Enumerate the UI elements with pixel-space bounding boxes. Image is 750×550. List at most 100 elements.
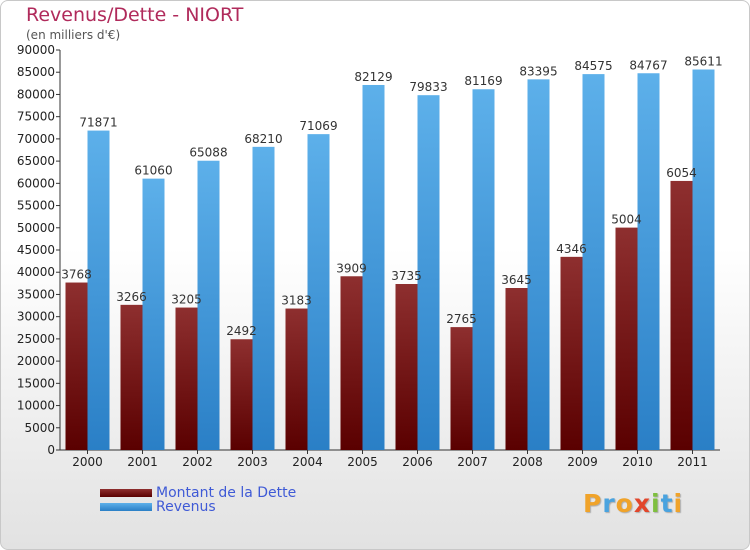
data-label-dette: 3183 [281,294,312,308]
bar-revenus-2004 [307,134,330,451]
bar-dette-2001 [120,304,143,450]
bar-dette-2005 [340,276,363,450]
data-label-revenus: 84767 [629,58,667,72]
y-tick-label: 90000 [17,43,55,57]
y-tick-label: 80000 [17,87,55,101]
chart-data-labels: 3768 71871 3266 61060 3205 65088 2492 68210 3183… [61,55,722,339]
logo-letter: o [615,489,634,518]
data-label-dette: 3909 [336,261,367,275]
data-label-revenus: 82129 [354,70,392,84]
x-tick-label: 2005 [347,455,378,469]
x-tick-label: 2006 [402,455,433,469]
y-tick-label: 45000 [17,243,55,257]
legend-swatch-revenus [100,503,152,511]
data-label-revenus: 81169 [464,74,502,88]
x-tick-label: 2003 [237,455,268,469]
bar-revenus-2003 [252,146,275,450]
bar-revenus-2010 [637,73,660,450]
x-tick-label: 2008 [512,455,543,469]
x-tick-label: 2011 [677,455,708,469]
x-tick-label: 2004 [292,455,323,469]
logo-letter: r [602,489,616,518]
bar-revenus-2011 [692,69,715,451]
y-tick-label: 20000 [17,354,55,368]
data-label-dette: 6054 [666,166,697,180]
x-tick-label: 2009 [567,455,598,469]
bar-dette-2004 [285,308,308,450]
logo-letter: i [651,489,661,518]
legend-item-dette: Montant de la Dette [100,486,296,500]
bar-revenus-2000 [87,130,110,450]
y-tick-label: 50000 [17,221,55,235]
data-label-dette: 3735 [391,269,422,283]
bar-revenus-2005 [362,84,385,450]
data-label-dette: 3768 [61,268,92,282]
y-tick-label: 60000 [17,176,55,190]
chart-subtitle: (en milliers d'€) [26,28,121,42]
x-tick-label: 2002 [182,455,213,469]
y-tick-label: 30000 [17,310,55,324]
data-label-dette: 3645 [501,273,532,287]
x-tick-label: 2000 [72,455,103,469]
bar-dette-2009 [560,256,583,450]
data-label-dette: 4346 [556,242,587,256]
bar-revenus-2001 [142,178,165,450]
x-tick-label: 2007 [457,455,488,469]
y-tick-label: 55000 [17,199,55,213]
bar-revenus-2009 [582,74,605,450]
data-label-revenus: 79833 [409,80,447,94]
chart-axes: 0 5000 10000 15000 20000 25000 30000 35000 40000… [17,43,720,469]
y-tick-label: 15000 [17,376,55,390]
bar-revenus-2002 [197,160,220,450]
logo-letter: i [673,489,684,518]
data-label-revenus: 68210 [244,132,282,146]
data-label-dette: 2492 [226,324,257,338]
chart-bars [65,69,715,451]
bar-dette-2010 [615,227,638,450]
bar-dette-2000 [65,282,88,450]
data-label-revenus: 61060 [134,164,172,178]
bar-dette-2002 [175,307,198,450]
x-tick-label: 2001 [127,455,158,469]
chart-title: Revenus/Dette - NIORT [26,4,244,26]
bar-dette-2008 [505,288,528,450]
y-tick-label: 70000 [17,132,55,146]
data-label-dette: 3205 [171,293,202,307]
data-label-dette: 2765 [446,312,477,326]
bar-revenus-2007 [472,89,495,450]
data-label-dette: 5004 [611,213,642,227]
data-label-revenus: 65088 [189,146,227,160]
y-tick-label: 65000 [17,154,55,168]
y-tick-label: 35000 [17,287,55,301]
legend-item-revenus: Revenus [100,500,296,514]
data-label-revenus: 84575 [574,59,612,73]
y-tick-label: 10000 [17,399,55,413]
x-tick-label: 2010 [622,455,653,469]
y-tick-label: 25000 [17,332,55,346]
y-tick-label: 5000 [24,421,55,435]
y-tick-label: 0 [47,443,55,457]
logo-letter: P [583,489,603,518]
bar-dette-2011 [670,180,693,450]
bar-dette-2007 [450,327,473,450]
logo-letter: t [660,489,674,518]
data-label-revenus: 85611 [684,55,722,69]
bar-revenus-2006 [417,95,440,450]
bar-dette-2006 [395,284,418,450]
bar-dette-2003 [230,339,253,450]
legend-label-dette: Montant de la Dette [156,485,297,501]
data-label-revenus: 71069 [299,119,337,133]
y-tick-label: 85000 [17,65,55,79]
data-label-revenus: 83395 [519,64,557,78]
y-tick-label: 75000 [17,110,55,124]
legend-swatch-dette [100,489,152,497]
bar-revenus-2008 [527,79,550,450]
data-label-revenus: 71871 [79,116,117,130]
legend-label-revenus: Revenus [156,499,216,515]
logo-letter: x [633,489,651,518]
data-label-dette: 3266 [116,290,147,304]
y-tick-label: 40000 [17,265,55,279]
proxiti-logo: Proxiti [583,489,683,518]
chart-legend: Montant de la Dette Revenus [100,486,296,514]
